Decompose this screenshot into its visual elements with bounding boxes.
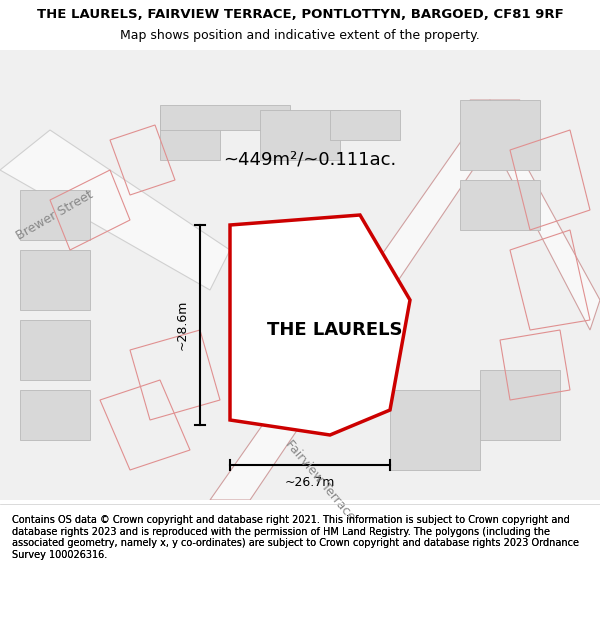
Polygon shape [460, 180, 540, 230]
Polygon shape [470, 100, 600, 330]
Polygon shape [20, 320, 90, 380]
Text: ~28.6m: ~28.6m [176, 300, 188, 350]
Text: Map shows position and indicative extent of the property.: Map shows position and indicative extent… [120, 29, 480, 42]
Text: Brewer Street: Brewer Street [14, 188, 96, 242]
Polygon shape [210, 100, 520, 500]
Polygon shape [270, 270, 360, 360]
Polygon shape [390, 390, 480, 470]
Polygon shape [260, 110, 340, 160]
Polygon shape [330, 110, 400, 140]
Text: ~449m²/~0.111ac.: ~449m²/~0.111ac. [223, 151, 397, 169]
Text: ~26.7m: ~26.7m [285, 476, 335, 489]
Polygon shape [20, 190, 90, 240]
Polygon shape [480, 370, 560, 440]
Text: Contains OS data © Crown copyright and database right 2021. This information is : Contains OS data © Crown copyright and d… [12, 515, 579, 560]
Polygon shape [160, 110, 220, 160]
Text: THE LAURELS, FAIRVIEW TERRACE, PONTLOTTYN, BARGOED, CF81 9RF: THE LAURELS, FAIRVIEW TERRACE, PONTLOTTY… [37, 8, 563, 21]
Text: Contains OS data © Crown copyright and database right 2021. This information is : Contains OS data © Crown copyright and d… [12, 515, 579, 560]
Text: Fairview Terrace: Fairview Terrace [283, 437, 358, 523]
Polygon shape [230, 215, 410, 435]
Polygon shape [0, 130, 230, 290]
Polygon shape [460, 100, 540, 170]
Polygon shape [20, 390, 90, 440]
Polygon shape [160, 105, 290, 130]
Text: THE LAURELS: THE LAURELS [267, 321, 403, 339]
Polygon shape [20, 250, 90, 310]
